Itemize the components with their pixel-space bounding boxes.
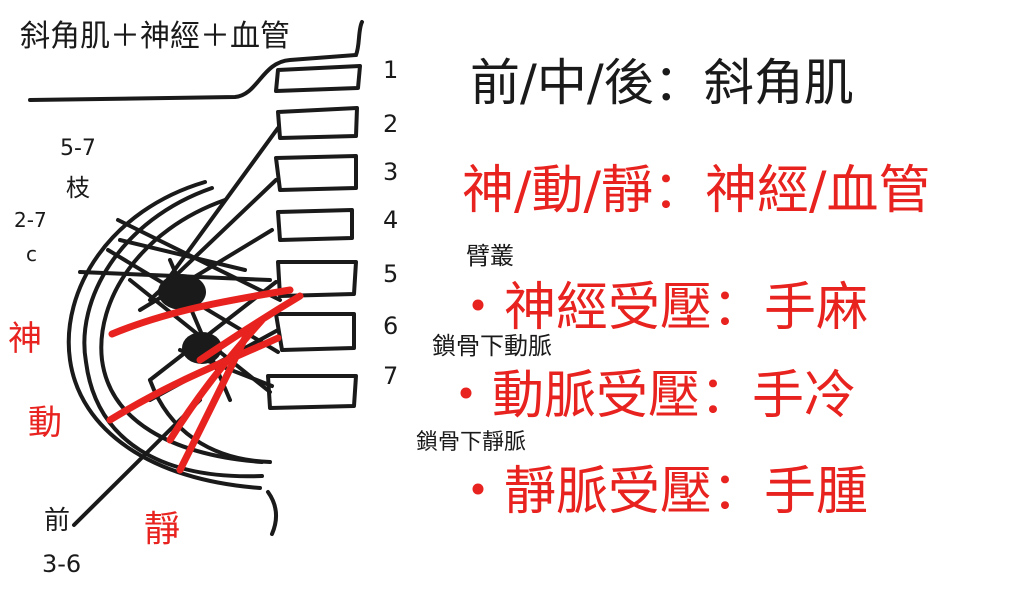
label-anterior: 前 [44, 506, 71, 536]
bullet-vein-compression: ・靜脈受壓：手腫 [452, 462, 869, 522]
vertebra-number: 6 [383, 312, 399, 340]
red-vessel-lines [106, 286, 304, 474]
label-subclavian-artery: 鎖骨下動脈 [432, 332, 552, 360]
rib-curves [66, 180, 279, 536]
heading-nerves-vessels: 神/動/靜：神經/血管 [462, 161, 931, 221]
label-nerve: 神 [8, 319, 42, 359]
vertebra-number: 4 [383, 206, 399, 234]
artery-line [106, 334, 282, 424]
vertebra-5 [276, 260, 358, 298]
vertebra-number: 7 [383, 362, 399, 390]
vertebra-number: 1 [383, 56, 399, 84]
note-title: 斜角肌＋神經＋血管 [20, 19, 290, 54]
vertebra-1 [274, 64, 362, 93]
bullet-nerve-compression: ・神經受壓：手麻 [452, 278, 869, 338]
vertebra-number: 5 [383, 260, 399, 288]
vertebra-number: 2 [383, 110, 399, 138]
label-vein: 靜 [144, 509, 181, 550]
label-brachial-plexus: 臂叢 [466, 242, 514, 270]
annotation-branch: 枝 [66, 174, 90, 202]
annotation-c5-7: 5-7 [60, 136, 96, 161]
annotation-c3-6: 3-6 [42, 550, 82, 578]
annotation-c: c [26, 242, 37, 266]
heading-scalene-muscles: 前/中/後：斜角肌 [470, 54, 854, 112]
nerve-line [108, 286, 294, 338]
vertebra-3 [274, 154, 358, 192]
annotation-c2-7: 2-7 [14, 208, 47, 232]
neck-outline [28, 20, 364, 102]
bullet-artery-compression: ・動脈受壓：手冷 [440, 366, 857, 426]
vertebra-number: 3 [383, 158, 399, 186]
label-subclavian-vein: 鎖骨下靜脈 [416, 430, 527, 455]
vertebra-4 [276, 208, 354, 242]
vertebra-7 [266, 374, 358, 410]
vertebra-6 [274, 312, 356, 352]
label-artery: 動 [28, 403, 62, 443]
vertebra-blocks [266, 64, 362, 410]
vertebra-2 [276, 106, 359, 140]
